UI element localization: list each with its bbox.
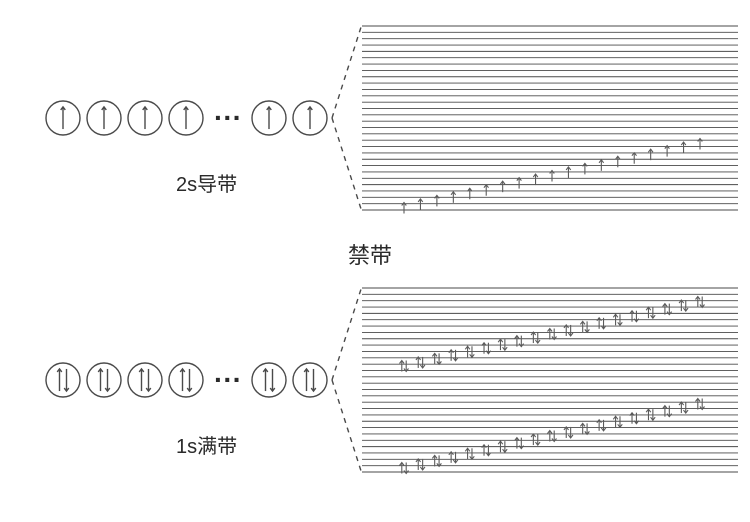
conduction-band-label: 2s导带 [176,168,237,197]
ellipsis-top: ··· [214,102,242,134]
diagram-stage: ··· 2s导带 禁带 ··· 1s满带 [0,0,750,522]
full-band-label: 1s满带 [176,430,237,459]
band-gap-label: 禁带 [348,238,392,270]
ellipsis-bottom: ··· [214,364,242,396]
